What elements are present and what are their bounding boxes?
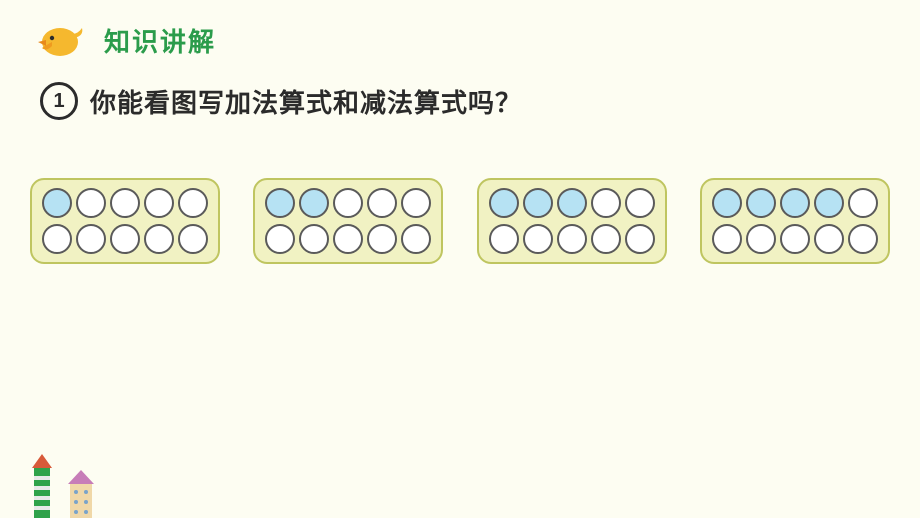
dot-empty bbox=[712, 224, 742, 254]
dot-row bbox=[42, 188, 208, 218]
dot-filled bbox=[746, 188, 776, 218]
dot-row bbox=[712, 224, 878, 254]
dot-filled bbox=[42, 188, 72, 218]
dot-card bbox=[477, 178, 667, 264]
dot-empty bbox=[76, 188, 106, 218]
dot-empty bbox=[333, 224, 363, 254]
dot-empty bbox=[591, 188, 621, 218]
dot-empty bbox=[299, 224, 329, 254]
dot-empty bbox=[848, 188, 878, 218]
header: 知识讲解 bbox=[38, 20, 216, 60]
dot-card bbox=[253, 178, 443, 264]
dot-filled bbox=[814, 188, 844, 218]
dot-empty bbox=[625, 224, 655, 254]
bottom-decoration bbox=[28, 454, 98, 518]
rocket-icon bbox=[28, 454, 56, 518]
bird-icon bbox=[38, 20, 86, 60]
question-number-badge: 1 bbox=[40, 82, 78, 120]
dot-empty bbox=[110, 188, 140, 218]
dot-row bbox=[265, 188, 431, 218]
dot-row bbox=[712, 188, 878, 218]
dot-empty bbox=[746, 224, 776, 254]
dot-empty bbox=[42, 224, 72, 254]
dot-empty bbox=[333, 188, 363, 218]
dot-empty bbox=[557, 224, 587, 254]
dot-filled bbox=[265, 188, 295, 218]
dot-empty bbox=[144, 224, 174, 254]
dot-empty bbox=[367, 188, 397, 218]
dot-empty bbox=[367, 224, 397, 254]
dot-empty bbox=[401, 224, 431, 254]
dot-empty bbox=[178, 224, 208, 254]
dot-empty bbox=[144, 188, 174, 218]
dot-filled bbox=[557, 188, 587, 218]
question-text: 你能看图写加法算式和减法算式吗？ bbox=[90, 83, 522, 120]
house-icon bbox=[64, 470, 98, 518]
dot-filled bbox=[299, 188, 329, 218]
dot-empty bbox=[401, 188, 431, 218]
dot-row bbox=[42, 224, 208, 254]
dot-empty bbox=[780, 224, 810, 254]
dot-empty bbox=[110, 224, 140, 254]
dot-card bbox=[700, 178, 890, 264]
dot-empty bbox=[814, 224, 844, 254]
question-number: 1 bbox=[53, 90, 64, 113]
dot-filled bbox=[489, 188, 519, 218]
dot-empty bbox=[76, 224, 106, 254]
dot-empty bbox=[178, 188, 208, 218]
dot-empty bbox=[625, 188, 655, 218]
dot-filled bbox=[523, 188, 553, 218]
dot-row bbox=[265, 224, 431, 254]
dot-empty bbox=[523, 224, 553, 254]
section-title: 知识讲解 bbox=[104, 22, 216, 59]
dot-filled bbox=[712, 188, 742, 218]
cards-row bbox=[30, 178, 890, 264]
dot-row bbox=[489, 188, 655, 218]
dot-card bbox=[30, 178, 220, 264]
dot-empty bbox=[591, 224, 621, 254]
dot-empty bbox=[265, 224, 295, 254]
dot-empty bbox=[489, 224, 519, 254]
dot-filled bbox=[780, 188, 810, 218]
dot-empty bbox=[848, 224, 878, 254]
dot-row bbox=[489, 224, 655, 254]
question-row: 1 你能看图写加法算式和减法算式吗？ bbox=[40, 82, 522, 120]
